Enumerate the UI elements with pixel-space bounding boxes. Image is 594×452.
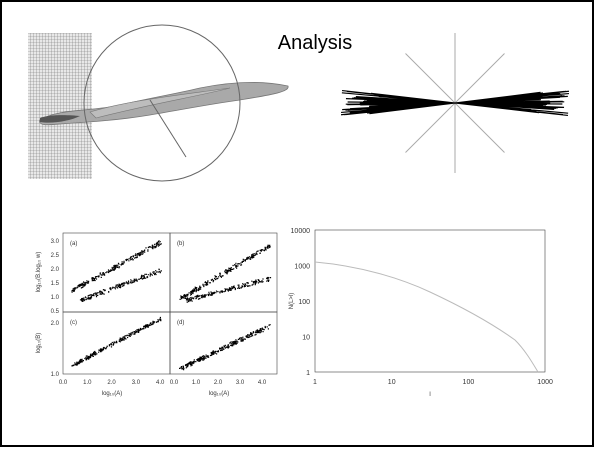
panel-label: (b) xyxy=(177,241,184,247)
y-tick-label: 2.0 xyxy=(51,267,60,273)
x-axis-label: l xyxy=(429,392,430,398)
x-tick-label: 0.0 xyxy=(59,380,68,386)
y-tick-label: 10000 xyxy=(291,228,311,235)
panel-label: (c) xyxy=(70,320,77,326)
x-tick-label: 2.0 xyxy=(107,380,116,386)
y-tick-label: 1 xyxy=(306,370,310,377)
x-tick-label: 1 xyxy=(313,379,317,386)
y-tick-label: 2.5 xyxy=(51,253,60,259)
y-tick-label: 2.0 xyxy=(51,321,60,327)
y-tick-label: 10 xyxy=(302,335,310,342)
panel-label: (d) xyxy=(177,320,184,326)
x-tick-label: 0.0 xyxy=(170,380,179,386)
x-tick-label: 10 xyxy=(388,379,396,386)
y-tick-label: 100 xyxy=(298,299,310,306)
y-tick-label: 3.0 xyxy=(51,239,60,245)
y-tick-label: 1.0 xyxy=(51,372,60,378)
y-tick-label: 1000 xyxy=(294,264,310,271)
y-tick-label: 1.0 xyxy=(51,295,60,301)
x-tick-label: 3.0 xyxy=(132,380,141,386)
y-tick-label: 1.5 xyxy=(51,281,60,287)
y-axis-label: N(L>l) xyxy=(289,293,295,310)
y-tick-label: 0.5 xyxy=(51,309,60,315)
x-tick-label: 3.0 xyxy=(236,380,245,386)
grid-region xyxy=(28,33,92,179)
x-tick-label: 1.0 xyxy=(192,380,201,386)
x-tick-label: 1.0 xyxy=(83,380,92,386)
x-tick-label: 4.0 xyxy=(156,380,165,386)
x-axis-label: log₁₀(A) xyxy=(209,391,230,397)
slide-title: Analysis xyxy=(278,32,352,54)
x-axis-label: log₁₀(A) xyxy=(102,391,123,397)
panel-label: (a) xyxy=(70,241,77,247)
x-tick-label: 2.0 xyxy=(214,380,223,386)
slide: Analysis (a) (b) (c) (d) log₁₀(B.log₁₀ w… xyxy=(0,0,594,447)
x-tick-label: 1000 xyxy=(537,379,553,386)
x-tick-label: 100 xyxy=(463,379,475,386)
y-axis-label: log₁₀(B) xyxy=(36,333,42,354)
y-axis-label: log₁₀(B.log₁₀ w) xyxy=(36,252,42,293)
x-tick-label: 4.0 xyxy=(258,380,267,386)
